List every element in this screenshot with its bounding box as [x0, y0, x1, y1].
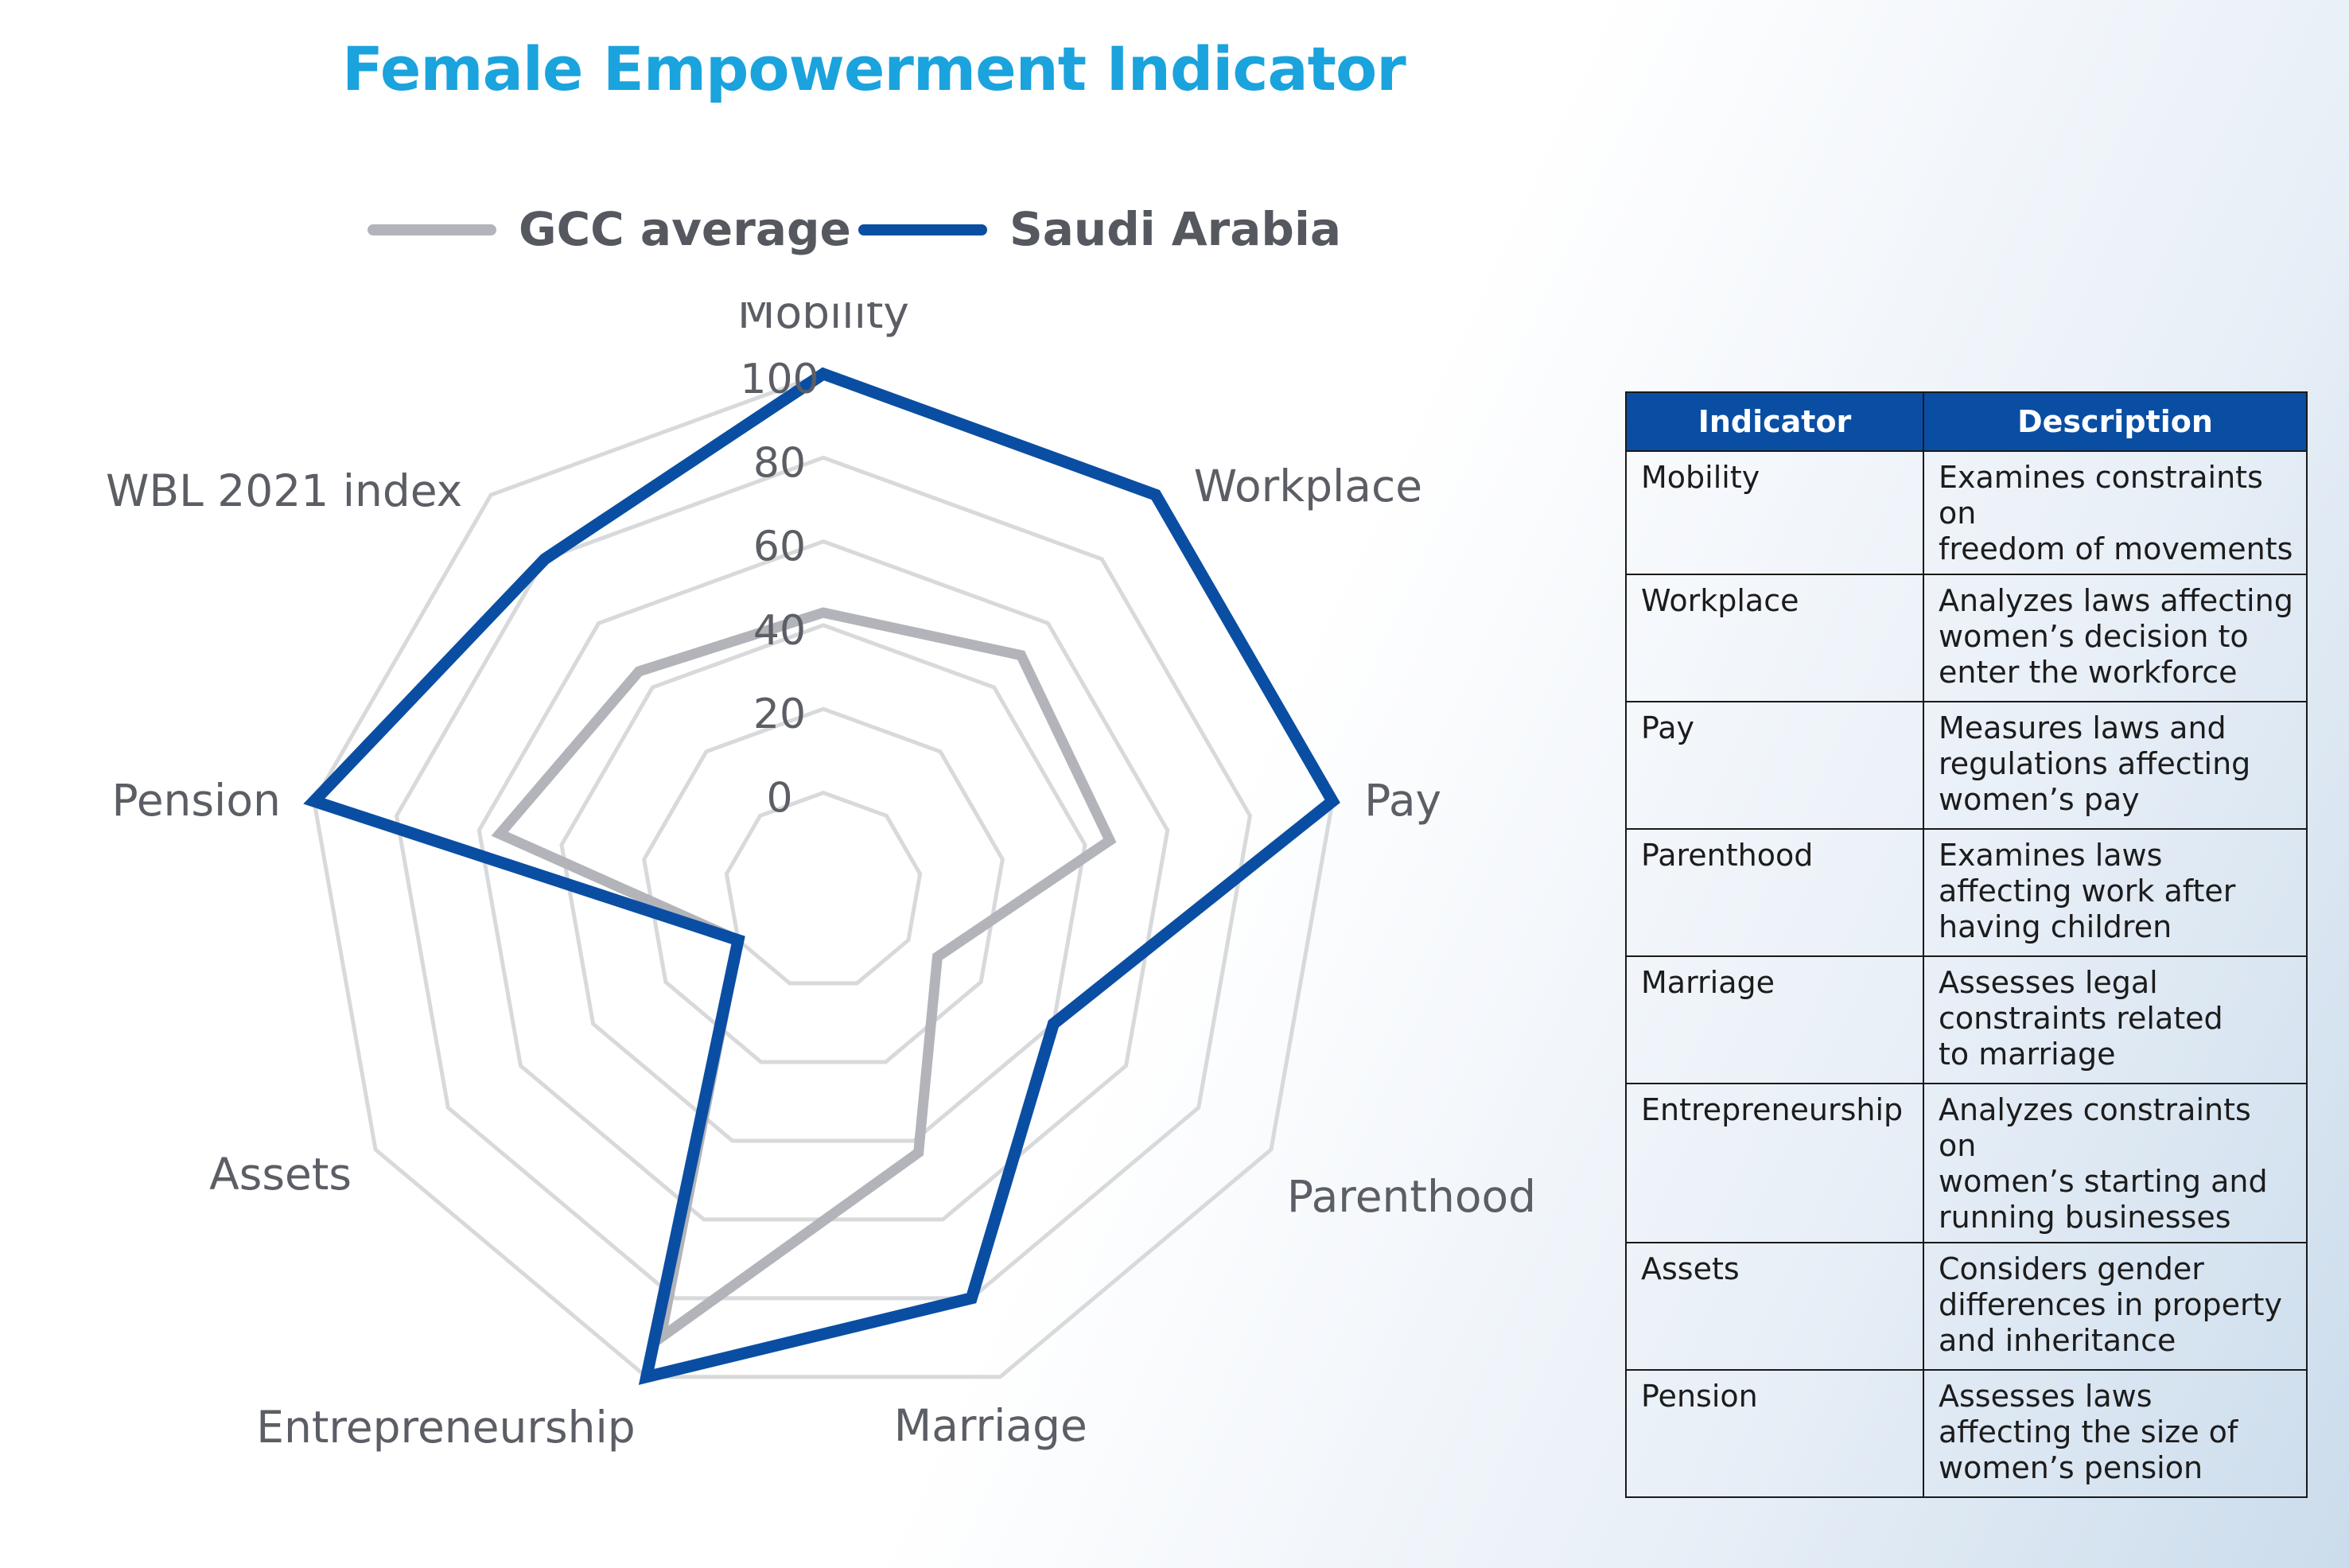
description-line: having children [1939, 909, 2172, 944]
indicator-name: Mobility [1641, 460, 1760, 495]
description-line: affecting the size of [1939, 1414, 2238, 1449]
chart-title: Female Empowerment Indicator [342, 33, 1406, 104]
description-line: running businesses [1939, 1200, 2231, 1235]
table-cell-description: Examines laws affecting work after having … [1923, 828, 2308, 957]
table-cell-indicator: Pay [1625, 701, 1924, 830]
tick-label-0: 0 [766, 775, 792, 823]
grid-ring-40 [559, 623, 1087, 1143]
axis-label-wbl-2021-index: WBL 2021 index [106, 465, 462, 516]
table-row: Pension Assesses laws affecting the size o… [1625, 1369, 2308, 1498]
table-body: Mobility Examines constraints on freedom o… [1625, 450, 2308, 1498]
series-line-gcc-average [491, 607, 1117, 1350]
tick-label-20: 20 [753, 691, 806, 738]
grid-ring-20 [642, 706, 1005, 1064]
table-row: Entrepreneurship Analyzes constraints on w… [1625, 1083, 2308, 1243]
description-line: Examines constraints on [1939, 460, 2263, 531]
table-cell-description: Analyzes constraints on women’s starting … [1923, 1083, 2308, 1243]
legend-swatch-gcc-average [368, 224, 496, 235]
description-line: Analyzes laws affecting [1939, 583, 2293, 618]
description-line: Measures laws and [1939, 710, 2226, 745]
indicator-name: Assets [1641, 1251, 1740, 1286]
series-line-saudi-arabia [303, 367, 1340, 1385]
description-line: women’s decision to [1939, 619, 2249, 654]
description-line: regulations affecting [1939, 746, 2251, 781]
indicator-name: Entrepreneurship [1641, 1092, 1904, 1127]
table-cell-description: Analyzes laws affecting women’s decision … [1923, 574, 2308, 702]
grid-ring-80 [394, 455, 1253, 1301]
description-line: enter the workforce [1939, 655, 2238, 690]
table-cell-description: Assesses legal constraints related to marr… [1923, 955, 2308, 1084]
legend-label-gcc-average: GCC average [519, 202, 851, 256]
table-header-description: Description [1923, 391, 2308, 452]
axis-label-parenthood: Parenthood [1287, 1171, 1536, 1222]
tick-label-40: 40 [753, 607, 806, 655]
description-line: freedom of movements [1939, 531, 2293, 566]
table-cell-indicator: Mobility [1625, 450, 1924, 575]
table-cell-indicator: Marriage [1625, 955, 1924, 1084]
table-cell-description: Considers gender differences in property a… [1923, 1242, 2308, 1371]
axis-label-assets: Assets [209, 1149, 352, 1200]
description-line: women’s pay [1939, 782, 2140, 817]
description-line: women’s pension [1939, 1450, 2203, 1485]
description-line: affecting work after [1939, 873, 2236, 909]
table-header-indicator: Indicator [1625, 391, 1924, 452]
table-cell-indicator: Parenthood [1625, 828, 1924, 957]
indicator-table: Indicator Description Mobility Examines c… [1625, 391, 2308, 1498]
table-cell-indicator: Assets [1625, 1242, 1924, 1371]
legend-label-saudi-arabia: Saudi Arabia [1009, 202, 1341, 256]
table-row: Pay Measures laws and regulations affectin… [1625, 701, 2308, 830]
axis-label-workplace: Workplace [1194, 461, 1422, 512]
tick-label-100: 100 [740, 356, 819, 403]
description-line: Assesses legal [1939, 965, 2158, 1000]
grid-ring-0 [724, 790, 923, 986]
legend-swatch-saudi-arabia [858, 224, 987, 235]
description-line: differences in property [1939, 1287, 2283, 1322]
description-line: Assesses laws [1939, 1379, 2153, 1414]
table-row: Mobility Examines constraints on freedom o… [1625, 450, 2308, 575]
table-cell-description: Examines constraints on freedom of moveme… [1923, 450, 2308, 575]
description-line: to marriage [1939, 1037, 2116, 1072]
indicator-name: Pension [1641, 1379, 1758, 1414]
indicator-name: Marriage [1641, 965, 1775, 1000]
description-line: women’s starting and [1939, 1164, 2268, 1199]
tick-label-60: 60 [753, 523, 806, 571]
axis-label-pension: Pension [112, 775, 281, 826]
axis-label-pay: Pay [1364, 775, 1441, 826]
indicator-name: Parenthood [1641, 838, 1814, 873]
description-line: Considers gender [1939, 1251, 2204, 1286]
radar-chart: 0 20 40 60 80 100 Mobility Workplace Pay Parentho… [106, 302, 1536, 1453]
table-row: Parenthood Examines laws affecting work af… [1625, 828, 2308, 957]
table-cell-indicator: Workplace [1625, 574, 1924, 702]
table-row: Workplace Analyzes laws affecting women’s … [1625, 574, 2308, 702]
grid-ring-60 [476, 539, 1170, 1222]
tick-label-80: 80 [753, 439, 806, 487]
table-cell-description: Measures laws and regulations affecting wo… [1923, 701, 2308, 830]
axis-label-marriage: Marriage [894, 1400, 1087, 1451]
description-line: Analyzes constraints on [1939, 1092, 2251, 1163]
description-line: and inheritance [1939, 1323, 2176, 1358]
indicator-name: Pay [1641, 710, 1694, 745]
description-line: constraints related [1939, 1001, 2223, 1036]
table-cell-description: Assesses laws affecting the size of women’… [1923, 1369, 2308, 1498]
table-header-row: Indicator Description [1625, 391, 2308, 452]
indicator-name: Workplace [1641, 583, 1799, 618]
table-cell-indicator: Pension [1625, 1369, 1924, 1498]
table-cell-indicator: Entrepreneurship [1625, 1083, 1924, 1243]
table-row: Assets Considers gender differences in pro… [1625, 1242, 2308, 1371]
axis-label-mobility: Mobility [737, 302, 909, 338]
table-row: Marriage Assesses legal constraints relate… [1625, 955, 2308, 1084]
description-line: Examines laws [1939, 838, 2163, 873]
axis-label-entrepreneurship: Entrepreneurship [256, 1402, 635, 1453]
